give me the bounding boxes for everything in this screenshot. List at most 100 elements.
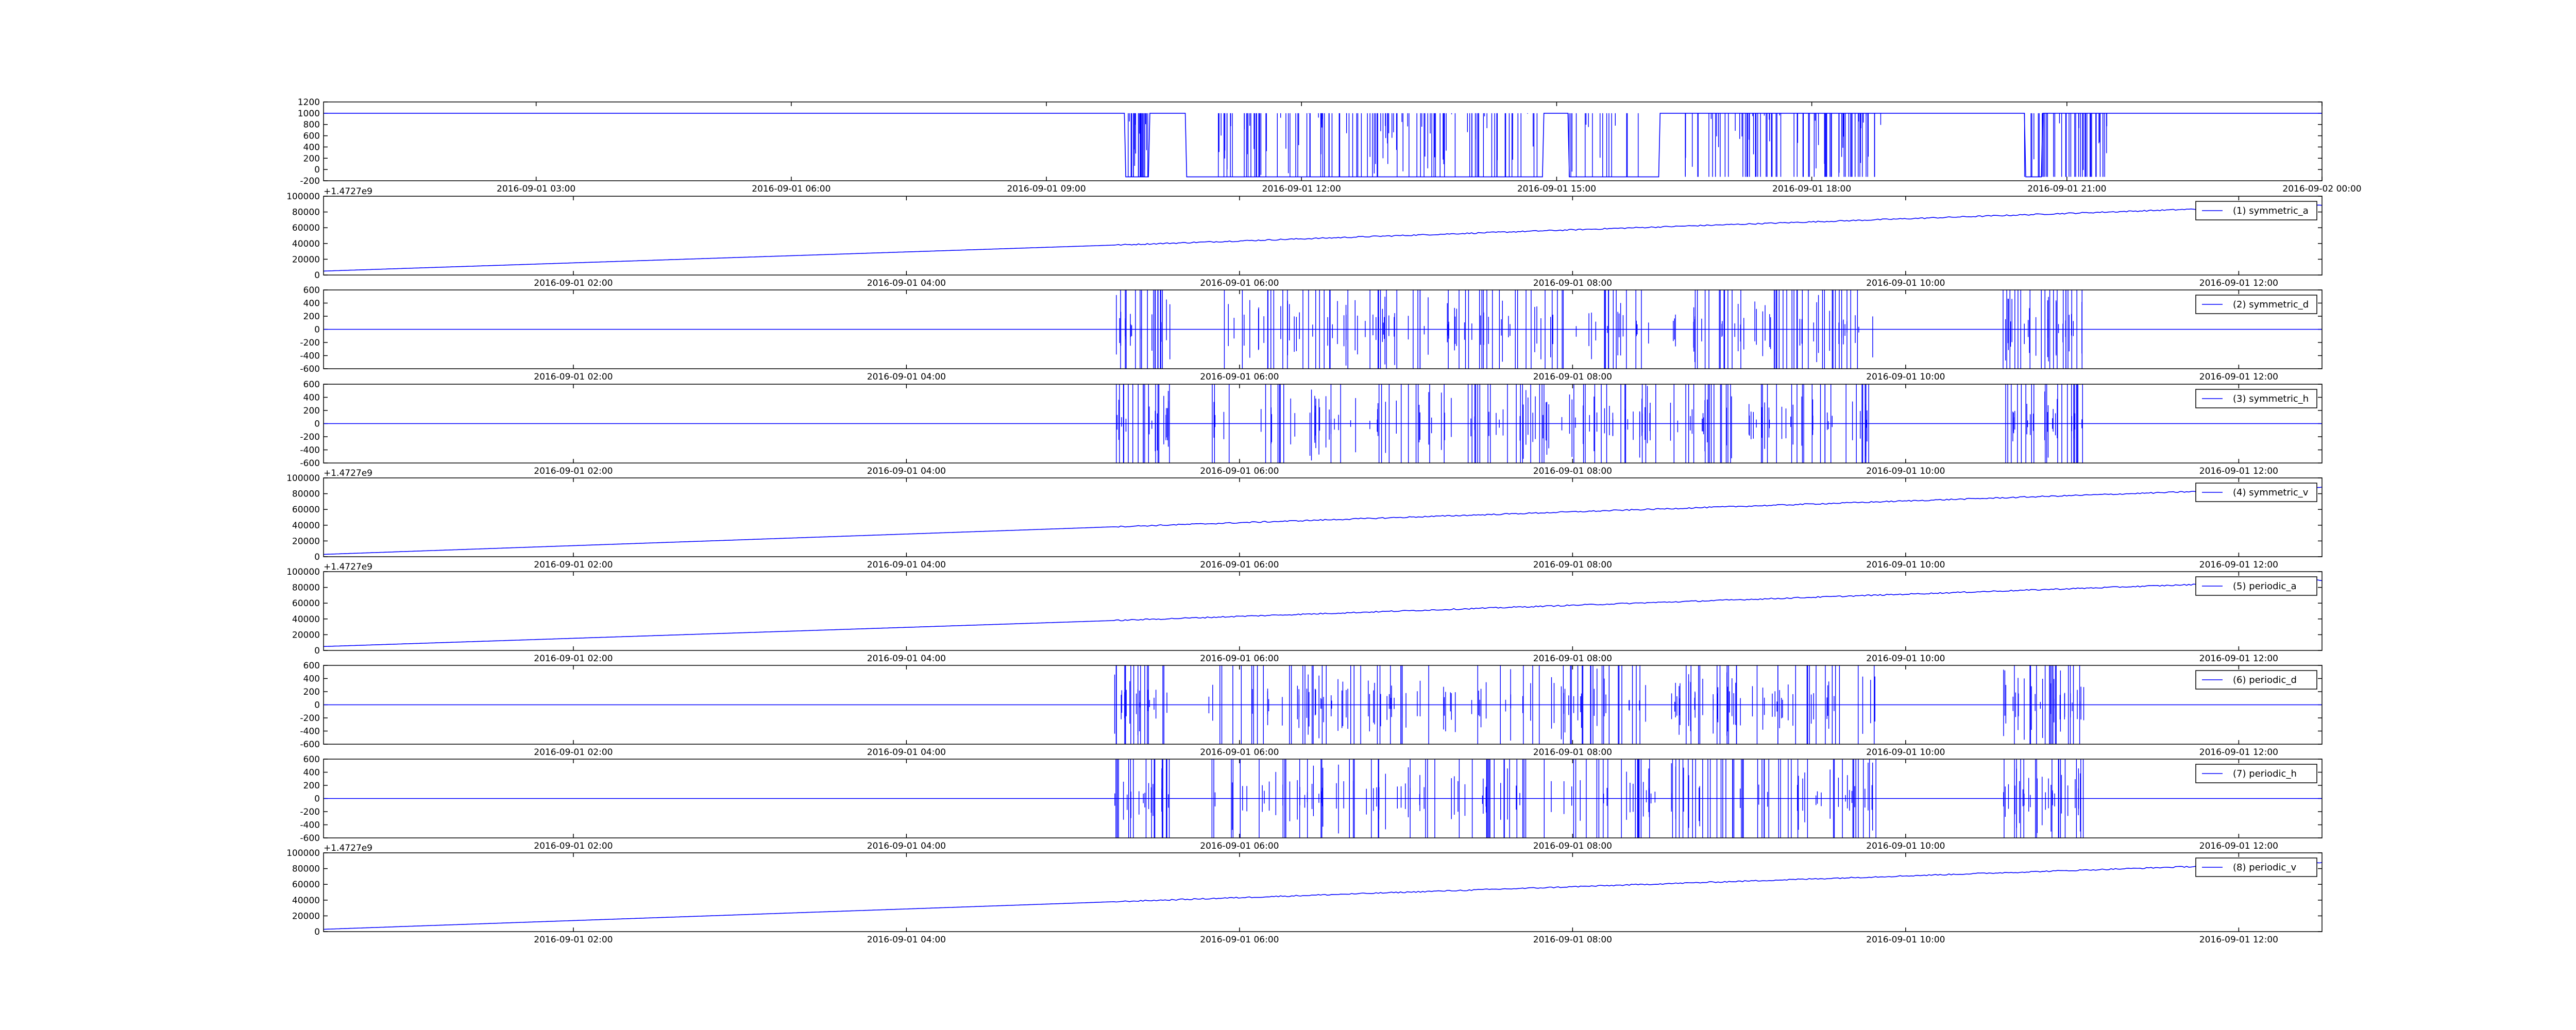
x-tick-label: 2016-09-01 10:00 [1866,747,1945,758]
y-tick-label: 20000 [292,630,320,640]
panel-2: -600 -400 -200 0 200 400 600 2016-09-01 02:00 20… [300,285,2323,382]
panel-8: 0 20000 40000 60000 80000 100000 2016-09-01 02… [286,843,2323,945]
x-tick-label: 2016-09-01 06:00 [1200,278,1279,288]
plot-frame [323,852,2323,932]
legend: (2) symmetric_d [2195,295,2317,314]
panel-5: 0 20000 40000 60000 80000 100000 2016-09-01 02… [286,562,2323,664]
y-tick-label: -400 [300,351,320,362]
legend: (5) periodic_a [2195,576,2317,596]
x-tick-label: 2016-09-01 04:00 [867,372,946,382]
x-tick-label: 2016-09-01 21:00 [2027,184,2106,194]
x-tick-label: 2016-09-01 08:00 [1533,466,1612,476]
y-tick-label: -600 [300,364,320,374]
panel-7: -600 -400 -200 0 200 400 600 2016-09-01 02:00 20… [300,754,2323,851]
y-tick-label: 80000 [292,864,320,874]
series-8 [324,862,2322,930]
legend-label: (7) periodic_h [2233,768,2297,779]
y-tick-label: 100000 [286,473,320,484]
x-tick-label: 2016-09-01 04:00 [867,466,946,476]
y-offset-text: +1.4727e9 [324,843,372,853]
series-3 [324,384,2322,463]
x-tick-label: 2016-09-01 06:00 [1200,372,1279,382]
y-tick-label: 60000 [292,505,320,515]
y-tick-label: 40000 [292,896,320,906]
x-tick-label: 2016-09-01 12:00 [2199,841,2278,851]
x-tick-label: 2016-09-01 02:00 [534,466,613,476]
y-tick-label: -600 [300,833,320,844]
x-tick-label: 2016-09-01 06:00 [1200,560,1279,570]
legend-label: (2) symmetric_d [2233,299,2309,310]
y-tick-label: 100000 [286,848,320,859]
y-tick-label: -200 [300,176,320,186]
y-tick-label: 400 [303,674,320,684]
y-tick-label: 400 [303,768,320,778]
y-tick-label: 0 [314,794,320,804]
legend-label: (1) symmetric_a [2233,205,2309,216]
series-line [324,486,2322,555]
y-tick-label: 200 [303,781,320,791]
y-tick-label: 60000 [292,223,320,233]
y-tick-label: 40000 [292,614,320,625]
legend: (6) periodic_d [2195,670,2317,690]
series-line [324,113,2322,178]
y-tick-label: -200 [300,807,320,817]
plot-frame [323,665,2323,745]
y-tick-label: 1000 [298,109,320,119]
y-tick-label: 200 [303,687,320,697]
x-tick-label: 2016-09-01 04:00 [867,747,946,758]
panel-4: 0 20000 40000 60000 80000 100000 2016-09-01 02… [286,468,2323,570]
series-6 [324,665,2322,744]
x-tick-label: 2016-09-01 08:00 [1533,747,1612,758]
x-tick-label: 2016-09-01 04:00 [867,935,946,945]
series-0 [324,113,2322,178]
y-tick-label: 0 [314,646,320,656]
x-tick-label: 2016-09-01 12:00 [2199,466,2278,476]
y-tick-label: 80000 [292,583,320,593]
y-tick-label: 60000 [292,880,320,890]
legend: (3) symmetric_h [2195,389,2317,408]
x-tick-label: 2016-09-01 08:00 [1533,935,1612,945]
x-tick-label: 2016-09-01 04:00 [867,654,946,664]
y-tick-label: -200 [300,713,320,724]
y-tick-label: 20000 [292,911,320,921]
y-tick-label: -400 [300,445,320,456]
y-offset-text: +1.4727e9 [324,562,372,572]
plot-frame [323,571,2323,651]
plot-frame [323,196,2323,276]
y-tick-label: 80000 [292,208,320,218]
x-tick-label: 2016-09-02 00:00 [2282,184,2361,194]
x-tick-label: 2016-09-01 04:00 [867,560,946,570]
panel-3: -600 -400 -200 0 200 400 600 2016-09-01 02:00 20… [300,380,2323,476]
y-tick-label: 100000 [286,567,320,577]
series-line [324,204,2322,272]
y-tick-label: 400 [303,142,320,152]
plot-frame [323,289,2323,369]
y-tick-label: -200 [300,432,320,442]
x-tick-label: 2016-09-01 12:00 [2199,935,2278,945]
legend: (4) symmetric_v [2195,483,2317,502]
y-tick-label: 0 [314,700,320,711]
y-tick-label: 400 [303,299,320,309]
y-tick-label: 400 [303,393,320,403]
legend: (8) periodic_v [2195,857,2317,877]
y-tick-label: 600 [303,661,320,671]
x-tick-label: 2016-09-01 06:00 [1200,654,1279,664]
x-tick-label: 2016-09-01 09:00 [1007,184,1086,194]
series-4 [324,486,2322,555]
series-2 [324,290,2322,369]
legend-label: (6) periodic_d [2233,675,2297,685]
x-tick-label: 2016-09-01 03:00 [497,184,575,194]
panel-1: 0 20000 40000 60000 80000 100000 2016-09-01 02… [286,186,2323,288]
plot-frame [323,759,2323,838]
x-tick-label: 2016-09-01 02:00 [534,654,613,664]
y-tick-label: 200 [303,312,320,322]
y-tick-label: -600 [300,740,320,750]
x-tick-label: 2016-09-01 02:00 [534,372,613,382]
y-tick-label: 100000 [286,192,320,202]
x-tick-label: 2016-09-01 10:00 [1866,466,1945,476]
panel-6: -600 -400 -200 0 200 400 600 2016-09-01 02:00 20… [300,661,2323,758]
x-tick-label: 2016-09-01 02:00 [534,935,613,945]
y-tick-label: 0 [314,927,320,937]
series-5 [324,579,2322,647]
